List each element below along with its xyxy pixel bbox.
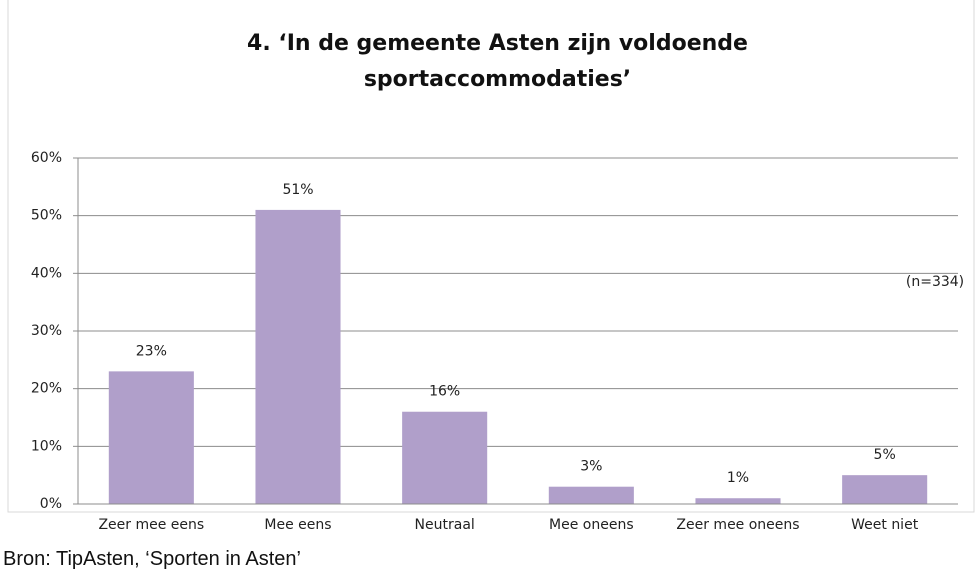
source-note: Bron: TipAsten, ‘Sporten in Asten’ [3,548,301,570]
data-label: 5% [874,447,896,463]
y-tick-label: 0% [40,496,62,512]
data-label: 51% [282,182,313,198]
bar [402,411,488,504]
x-tick-label: Zeer mee oneens [676,517,799,533]
data-label: 23% [136,343,167,359]
bar [108,371,194,504]
x-tick-label: Weet niet [851,517,919,533]
data-label: 3% [580,459,602,475]
y-tick-label: 30% [31,323,62,339]
x-tick-label: Zeer mee eens [98,517,204,533]
y-tick-label: 20% [31,381,62,397]
bar [842,475,928,504]
data-label: 1% [727,470,749,486]
data-label: 16% [429,384,460,400]
x-tick-label: Neutraal [415,517,475,533]
bar [255,209,341,504]
y-tick-label: 40% [31,265,62,281]
x-tick-label: Mee eens [264,517,331,533]
chart-frame [7,0,975,513]
y-tick-label: 10% [31,438,62,454]
annotation: (n=334) [906,274,964,290]
x-tick-label: Mee oneens [549,517,634,533]
chart-title: 4. ‘In de gemeente Asten zijn voldoende … [247,31,748,92]
bar [695,498,781,504]
y-tick-label: 60% [31,150,62,166]
bar [548,486,634,504]
y-tick-label: 50% [31,208,62,224]
